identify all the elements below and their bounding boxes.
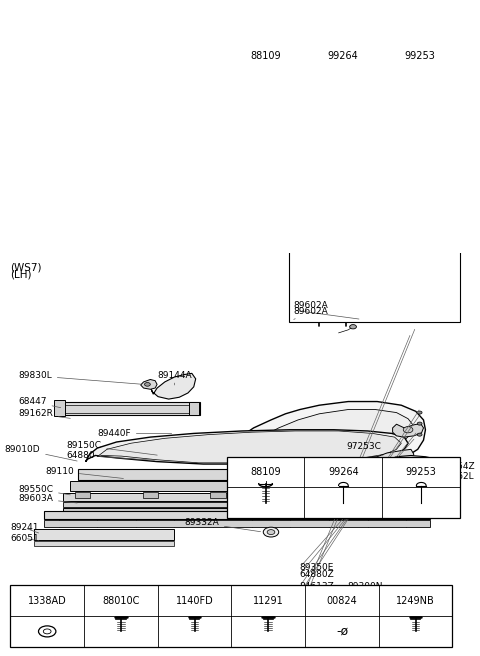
Circle shape — [144, 382, 150, 386]
Polygon shape — [141, 379, 157, 389]
Text: 89602A: 89602A — [294, 301, 328, 310]
Text: -ø: -ø — [336, 625, 348, 638]
Circle shape — [417, 411, 422, 414]
Bar — [70, 482, 422, 491]
Text: 68447: 68447 — [18, 397, 61, 407]
Bar — [57, 401, 200, 415]
Text: 89241: 89241 — [11, 523, 39, 533]
Bar — [63, 405, 194, 413]
Circle shape — [263, 527, 279, 537]
Circle shape — [267, 529, 275, 535]
Bar — [189, 401, 199, 415]
Circle shape — [354, 317, 362, 322]
Text: 64880Z: 64880Z — [300, 570, 334, 579]
Text: 00824: 00824 — [326, 596, 357, 605]
Bar — [289, 251, 460, 322]
Text: 89144A: 89144A — [157, 371, 192, 385]
Text: 88109: 88109 — [250, 467, 281, 477]
Text: 89440F: 89440F — [97, 429, 172, 438]
Text: 87416L: 87416L — [329, 476, 362, 491]
Circle shape — [403, 426, 413, 433]
Bar — [44, 510, 430, 520]
Polygon shape — [385, 455, 447, 485]
Text: 89570: 89570 — [300, 589, 328, 598]
Text: 99264: 99264 — [327, 51, 358, 61]
Bar — [143, 492, 158, 499]
Text: 97253C: 97253C — [346, 442, 383, 455]
Text: 89010D: 89010D — [4, 445, 77, 461]
Bar — [44, 520, 430, 527]
Text: 89350E: 89350E — [300, 563, 334, 572]
Text: 1140FD: 1140FD — [176, 596, 214, 605]
Bar — [35, 541, 174, 546]
Text: 99253: 99253 — [406, 467, 437, 477]
Polygon shape — [335, 472, 447, 503]
Text: 88109: 88109 — [250, 51, 281, 61]
Text: 89603A: 89603A — [18, 494, 77, 503]
Text: 88254Z: 88254Z — [434, 462, 475, 473]
Bar — [11, 585, 453, 647]
Text: 89162L: 89162L — [434, 472, 474, 482]
Bar — [394, 492, 409, 499]
Text: 88010C: 88010C — [102, 596, 140, 605]
Text: 89830L: 89830L — [18, 371, 141, 384]
Polygon shape — [85, 430, 408, 464]
Circle shape — [417, 433, 422, 436]
Text: 68446: 68446 — [295, 494, 334, 508]
Text: 88610C: 88610C — [300, 607, 335, 617]
Text: (WS7): (WS7) — [11, 262, 42, 272]
Polygon shape — [291, 268, 376, 302]
Text: 1249NB: 1249NB — [396, 596, 435, 605]
Bar — [348, 492, 364, 499]
Text: 89110: 89110 — [45, 467, 123, 478]
Bar — [210, 492, 226, 499]
Bar — [35, 529, 174, 540]
Text: 11291: 11291 — [253, 596, 284, 605]
Text: 66051: 66051 — [11, 534, 39, 543]
Text: 99253: 99253 — [405, 51, 435, 61]
Bar — [227, 41, 458, 102]
Circle shape — [417, 422, 422, 425]
Bar — [75, 492, 90, 499]
Bar — [283, 492, 298, 499]
Bar — [78, 469, 420, 480]
Text: (LH): (LH) — [11, 269, 32, 279]
Polygon shape — [370, 449, 414, 466]
Bar — [63, 508, 420, 513]
Polygon shape — [150, 373, 196, 399]
Bar — [63, 502, 420, 507]
Text: 89300N: 89300N — [348, 582, 383, 591]
Text: 84613Z: 84613Z — [300, 582, 334, 591]
Polygon shape — [228, 401, 425, 489]
Text: 64880: 64880 — [66, 451, 154, 461]
Text: 1338AD: 1338AD — [28, 596, 67, 605]
Text: 89162R: 89162R — [18, 409, 71, 419]
Bar — [227, 457, 460, 518]
Text: 88610: 88610 — [300, 600, 328, 609]
Text: 89351: 89351 — [350, 589, 379, 598]
Bar — [54, 400, 65, 417]
Circle shape — [349, 325, 357, 329]
Polygon shape — [97, 431, 401, 463]
Polygon shape — [250, 409, 414, 483]
Text: 89332A: 89332A — [184, 518, 261, 532]
Text: 89602A: 89602A — [294, 307, 328, 319]
Bar — [63, 493, 420, 501]
Text: 89150C: 89150C — [66, 441, 157, 455]
Text: 99264: 99264 — [328, 467, 359, 477]
Polygon shape — [393, 424, 423, 437]
Text: 89550C: 89550C — [18, 485, 71, 495]
